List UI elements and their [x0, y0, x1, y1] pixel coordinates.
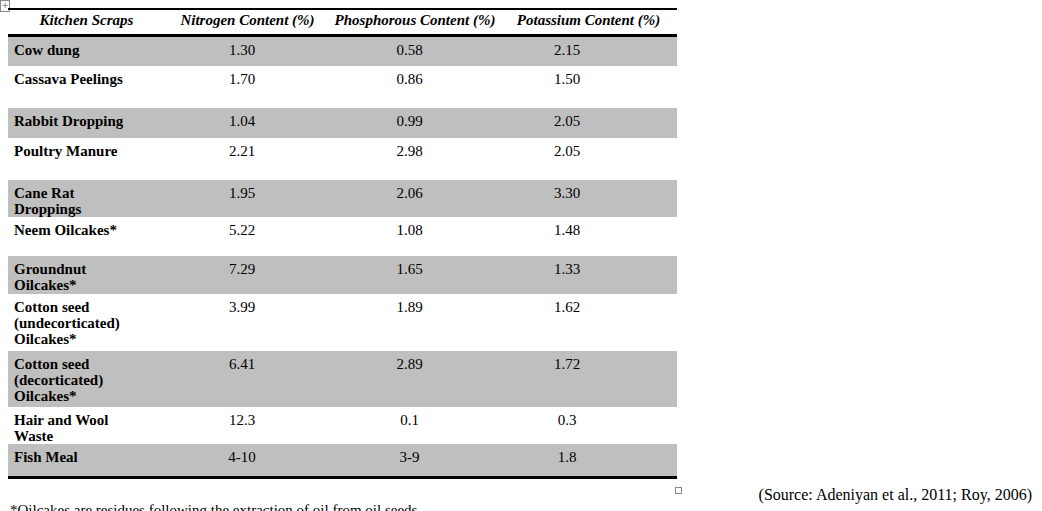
potassium-value: 2.05 — [500, 108, 677, 138]
row-label: Poultry Manure — [14, 143, 117, 159]
potassium-value: 1.48 — [500, 217, 677, 256]
row-label-cell: Neem Oilcakes* — [8, 217, 165, 256]
row-label-cell: Cassava Peelings — [8, 66, 165, 108]
potassium-value: 1.62 — [500, 294, 677, 351]
row-label: Cassava Peelings — [14, 71, 123, 87]
table-row: Hair and Wool Waste 12.3 0.1 0.3 — [8, 407, 677, 444]
table-row: Cane Rat Droppings 1.95 2.06 3.30 — [8, 180, 677, 217]
table-row: Neem Oilcakes* 5.22 1.08 1.48 — [8, 217, 677, 256]
npk-table: Kitchen Scraps Nitrogen Content (%) Phos… — [8, 8, 677, 479]
row-label: Groundnut Oilcakes* — [14, 261, 86, 293]
header-row: Kitchen Scraps Nitrogen Content (%) Phos… — [8, 9, 677, 35]
row-label: Cotton seed (decorticated) Oilcakes* — [14, 356, 103, 404]
nitrogen-value: 6.41 — [165, 351, 330, 407]
table-row: Cassava Peelings 1.70 0.86 1.50 — [8, 66, 677, 108]
potassium-value: 2.15 — [500, 35, 677, 66]
row-label-cell: Poultry Manure — [8, 138, 165, 180]
phosphorous-value: 0.58 — [330, 35, 500, 66]
row-label-cell: Rabbit Dropping — [8, 108, 165, 138]
nitrogen-value: 3.99 — [165, 294, 330, 351]
row-label-cell: Fish Meal — [8, 444, 165, 477]
row-label-cell: Groundnut Oilcakes* — [8, 256, 165, 294]
table-row: Cow dung 1.30 0.58 2.15 — [8, 35, 677, 66]
nitrogen-value: 5.22 — [165, 217, 330, 256]
column-header-nitrogen: Nitrogen Content (%) — [165, 9, 330, 35]
phosphorous-value: 2.89 — [330, 351, 500, 407]
row-label-cell: Cotton seed (decorticated) Oilcakes* — [8, 351, 165, 407]
row-label-cell: Cane Rat Droppings — [8, 180, 165, 217]
row-label-cell: Hair and Wool Waste — [8, 407, 165, 444]
footnote-clipped: *Oilcakes are residues following the ext… — [10, 502, 417, 511]
potassium-value: 1.33 — [500, 256, 677, 294]
row-label: Rabbit Dropping — [14, 113, 123, 129]
phosphorous-value: 0.1 — [330, 407, 500, 444]
phosphorous-value: 1.65 — [330, 256, 500, 294]
row-label: Cane Rat Droppings — [14, 185, 81, 217]
row-label: Cow dung — [14, 42, 79, 58]
row-label: Neem Oilcakes* — [14, 222, 117, 238]
table-resize-handle[interactable] — [675, 487, 682, 494]
nitrogen-value: 1.70 — [165, 66, 330, 108]
potassium-value: 1.72 — [500, 351, 677, 407]
phosphorous-value: 0.99 — [330, 108, 500, 138]
phosphorous-value: 2.98 — [330, 138, 500, 180]
column-header-phosphorous: Phosphorous Content (%) — [330, 9, 500, 35]
column-header-kitchen-scraps: Kitchen Scraps — [8, 9, 165, 35]
phosphorous-value: 1.89 — [330, 294, 500, 351]
npk-table-container: Kitchen Scraps Nitrogen Content (%) Phos… — [8, 8, 677, 479]
column-header-potassium: Potassium Content (%) — [500, 9, 677, 35]
potassium-value: 0.3 — [500, 407, 677, 444]
potassium-value: 2.05 — [500, 138, 677, 180]
table-row: Rabbit Dropping 1.04 0.99 2.05 — [8, 108, 677, 138]
table-row: Fish Meal 4-10 3-9 1.8 — [8, 444, 677, 477]
phosphorous-value: 3-9 — [330, 444, 500, 477]
row-label: Hair and Wool Waste — [14, 412, 108, 444]
table-row: Cotton seed (decorticated) Oilcakes* 6.4… — [8, 351, 677, 407]
nitrogen-value: 1.95 — [165, 180, 330, 217]
potassium-value: 1.8 — [500, 444, 677, 477]
table-row: Groundnut Oilcakes* 7.29 1.65 1.33 — [8, 256, 677, 294]
row-label-cell: Cow dung — [8, 35, 165, 66]
phosphorous-value: 2.06 — [330, 180, 500, 217]
row-label: Fish Meal — [14, 449, 78, 465]
nitrogen-value: 1.04 — [165, 108, 330, 138]
row-label-cell: Cotton seed (undecorticated) Oilcakes* — [8, 294, 165, 351]
table-row: Cotton seed (undecorticated) Oilcakes* 3… — [8, 294, 677, 351]
potassium-value: 1.50 — [500, 66, 677, 108]
phosphorous-value: 1.08 — [330, 217, 500, 256]
potassium-value: 3.30 — [500, 180, 677, 217]
nitrogen-value: 4-10 — [165, 444, 330, 477]
phosphorous-value: 0.86 — [330, 66, 500, 108]
nitrogen-value: 2.21 — [165, 138, 330, 180]
nitrogen-value: 7.29 — [165, 256, 330, 294]
table-row: Poultry Manure 2.21 2.98 2.05 — [8, 138, 677, 180]
nitrogen-value: 1.30 — [165, 35, 330, 66]
nitrogen-value: 12.3 — [165, 407, 330, 444]
row-label: Cotton seed (undecorticated) Oilcakes* — [14, 299, 120, 347]
source-citation: (Source: Adeniyan et al., 2011; Roy, 200… — [759, 486, 1032, 504]
